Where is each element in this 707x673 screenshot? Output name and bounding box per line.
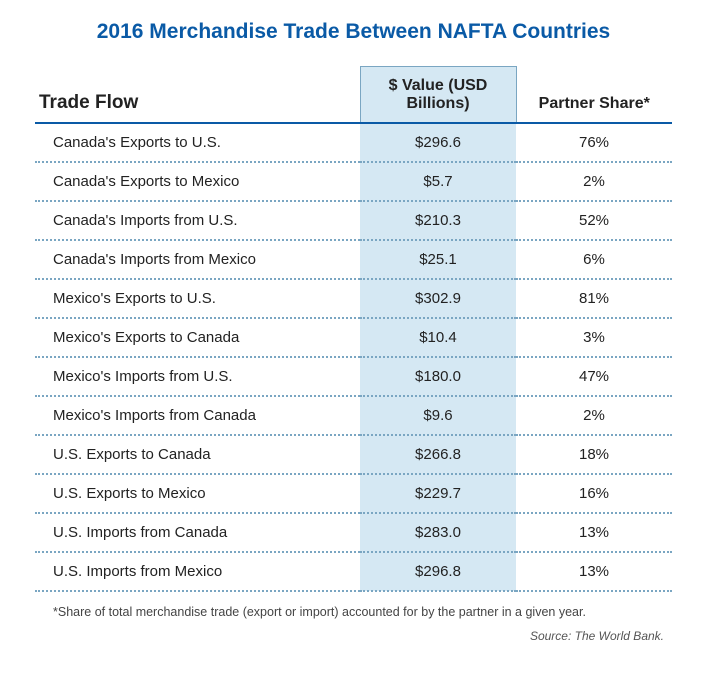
table-row: Canada's Imports from Mexico$25.16% <box>35 240 672 279</box>
table-row: Mexico's Imports from U.S.$180.047% <box>35 357 672 396</box>
cell-share: 2% <box>516 396 672 435</box>
cell-value: $180.0 <box>360 357 516 396</box>
cell-flow: Mexico's Exports to U.S. <box>35 279 360 318</box>
cell-flow: Canada's Imports from U.S. <box>35 201 360 240</box>
table-row: Mexico's Exports to U.S.$302.981% <box>35 279 672 318</box>
table-row: U.S. Imports from Mexico$296.813% <box>35 552 672 591</box>
cell-value: $296.8 <box>360 552 516 591</box>
cell-flow: U.S. Imports from Mexico <box>35 552 360 591</box>
col-header-value: $ Value (USD Billions) <box>360 67 516 123</box>
cell-flow: U.S. Imports from Canada <box>35 513 360 552</box>
cell-value: $25.1 <box>360 240 516 279</box>
cell-value: $229.7 <box>360 474 516 513</box>
cell-value: $302.9 <box>360 279 516 318</box>
cell-share: 13% <box>516 513 672 552</box>
cell-share: 16% <box>516 474 672 513</box>
cell-flow: Mexico's Imports from Canada <box>35 396 360 435</box>
cell-share: 6% <box>516 240 672 279</box>
cell-flow: U.S. Exports to Canada <box>35 435 360 474</box>
cell-share: 3% <box>516 318 672 357</box>
col-header-share: Partner Share* <box>516 67 672 123</box>
col-header-flow: Trade Flow <box>35 67 360 123</box>
cell-share: 76% <box>516 123 672 162</box>
cell-flow: Canada's Imports from Mexico <box>35 240 360 279</box>
trade-table: Trade Flow $ Value (USD Billions) Partne… <box>35 66 672 592</box>
table-row: Mexico's Imports from Canada$9.62% <box>35 396 672 435</box>
cell-value: $266.8 <box>360 435 516 474</box>
table-row: Canada's Imports from U.S.$210.352% <box>35 201 672 240</box>
cell-flow: Canada's Exports to Mexico <box>35 162 360 201</box>
cell-share: 47% <box>516 357 672 396</box>
cell-share: 81% <box>516 279 672 318</box>
cell-value: $210.3 <box>360 201 516 240</box>
cell-flow: Canada's Exports to U.S. <box>35 123 360 162</box>
source-line: Source: The World Bank. <box>35 629 672 643</box>
footnote: *Share of total merchandise trade (expor… <box>35 592 672 623</box>
page-title: 2016 Merchandise Trade Between NAFTA Cou… <box>35 20 672 44</box>
table-header-row: Trade Flow $ Value (USD Billions) Partne… <box>35 67 672 123</box>
cell-value: $5.7 <box>360 162 516 201</box>
table-row: U.S. Imports from Canada$283.013% <box>35 513 672 552</box>
cell-value: $10.4 <box>360 318 516 357</box>
cell-flow: U.S. Exports to Mexico <box>35 474 360 513</box>
cell-flow: Mexico's Imports from U.S. <box>35 357 360 396</box>
table-row: Canada's Exports to Mexico$5.72% <box>35 162 672 201</box>
table-row: U.S. Exports to Mexico$229.716% <box>35 474 672 513</box>
cell-value: $283.0 <box>360 513 516 552</box>
table-row: U.S. Exports to Canada$266.818% <box>35 435 672 474</box>
cell-flow: Mexico's Exports to Canada <box>35 318 360 357</box>
cell-share: 2% <box>516 162 672 201</box>
cell-share: 18% <box>516 435 672 474</box>
cell-value: $296.6 <box>360 123 516 162</box>
table-row: Canada's Exports to U.S.$296.676% <box>35 123 672 162</box>
cell-share: 52% <box>516 201 672 240</box>
table-row: Mexico's Exports to Canada$10.43% <box>35 318 672 357</box>
cell-share: 13% <box>516 552 672 591</box>
cell-value: $9.6 <box>360 396 516 435</box>
